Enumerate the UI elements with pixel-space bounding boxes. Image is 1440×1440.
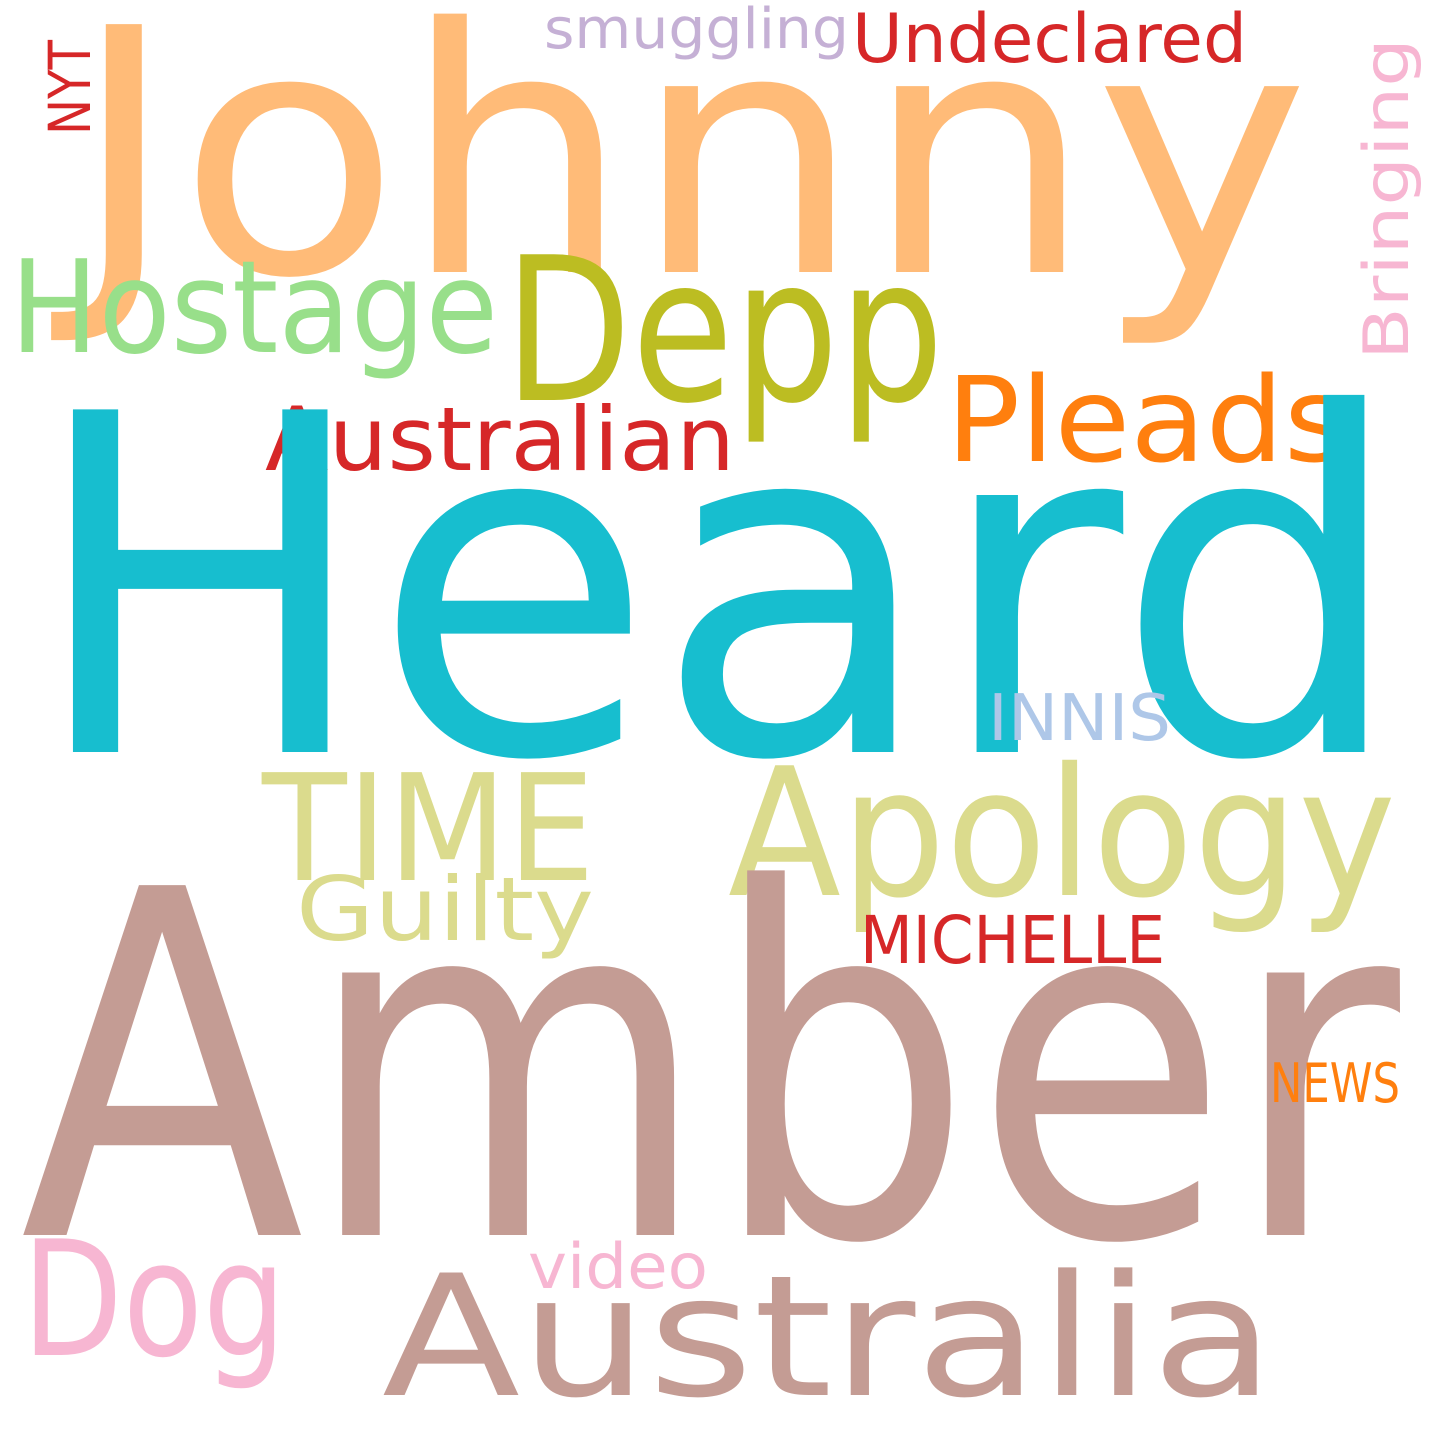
word-hostage: Hostage bbox=[10, 234, 498, 383]
word-undeclared: Undeclared bbox=[852, 0, 1247, 79]
word-innis: INNIS bbox=[988, 682, 1171, 756]
word-apology: Apology bbox=[728, 730, 1396, 937]
word-video: video bbox=[528, 1230, 708, 1303]
word-guilty: Guilty bbox=[296, 858, 594, 961]
word-heard: Heard bbox=[28, 316, 1406, 863]
word-news: NEWS bbox=[1270, 1052, 1400, 1115]
word-amber: Amber bbox=[20, 790, 1404, 1349]
word-smuggling: smuggling bbox=[544, 0, 849, 62]
word-pleads: Pleads bbox=[946, 351, 1348, 489]
word-bringing: Bringing bbox=[1350, 38, 1423, 360]
word-time: TIME bbox=[261, 743, 595, 915]
word-australia: Australia bbox=[382, 1239, 1275, 1435]
word-nyt: NYT bbox=[36, 40, 104, 135]
word-dog: Dog bbox=[22, 1206, 286, 1393]
word-australian: Australian bbox=[265, 388, 735, 491]
word-michelle: MICHELLE bbox=[860, 902, 1165, 979]
word-johnny: Johnny bbox=[47, 0, 1310, 353]
word-depp: Depp bbox=[504, 215, 944, 448]
